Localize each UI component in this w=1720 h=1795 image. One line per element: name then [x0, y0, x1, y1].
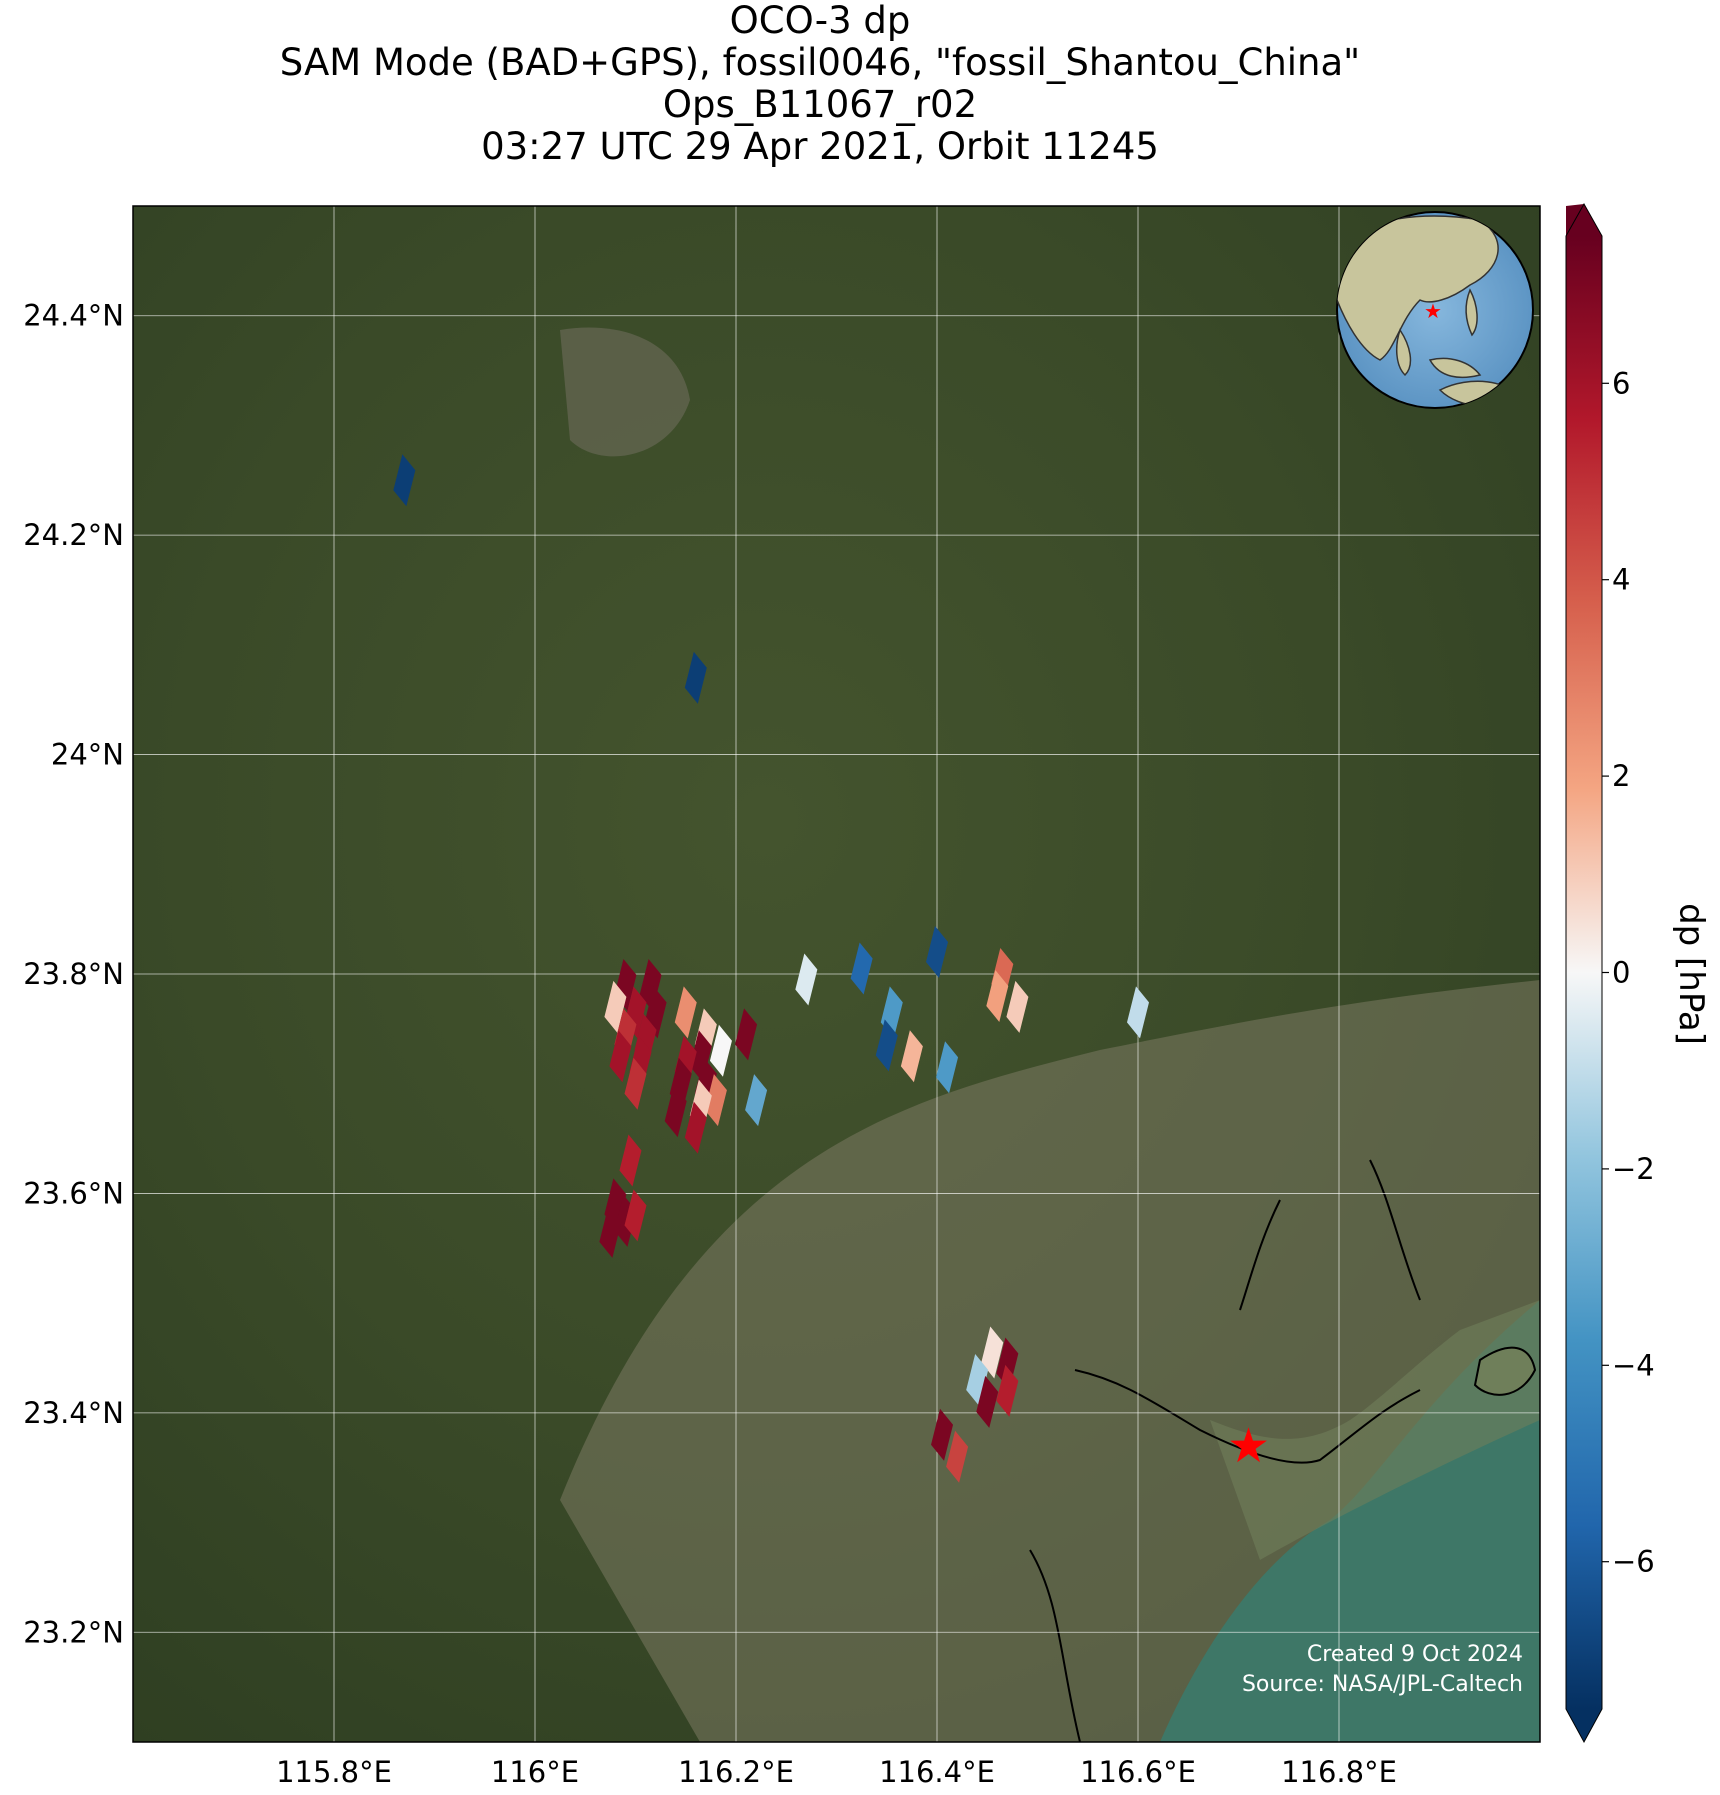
sounding-footprint: [936, 1041, 959, 1094]
sounding-footprint: [875, 1019, 898, 1072]
colorbar-extend-bottom: [1566, 1709, 1602, 1742]
sounding-footprint: [745, 1074, 768, 1127]
sounding-footprint: [1006, 980, 1029, 1033]
sounding-footprint: [709, 1024, 732, 1077]
soundings-layer: [393, 454, 1149, 1483]
colorbar-tick-label: −2: [1612, 1152, 1655, 1186]
sounding-footprint: [1127, 986, 1149, 1039]
sounding-footprint: [689, 1030, 712, 1083]
sounding-footprint: [624, 1057, 647, 1110]
title-line-3: Ops_B11067_r02: [662, 83, 978, 126]
urban-area: [560, 327, 690, 457]
coastline: [1074, 1369, 1421, 1464]
sounding-footprint: [704, 1074, 727, 1127]
sounding-footprint: [624, 1189, 647, 1242]
estuary-area: [1210, 1300, 1540, 1560]
sounding-footprint: [900, 1030, 923, 1083]
lon-tick-label: 116.4°E: [879, 1755, 995, 1789]
lon-tick-label: 115.8°E: [276, 1755, 392, 1789]
sounding-footprint: [674, 986, 697, 1039]
river-bank-east: [1369, 1159, 1421, 1301]
colorbar-tick-label: 2: [1612, 759, 1630, 793]
sounding-footprint: [604, 980, 627, 1033]
sounding-footprint: [966, 1353, 989, 1406]
lat-tick-label: 24°N: [51, 738, 124, 772]
lon-tick-label: 116°E: [491, 1755, 579, 1789]
colorbar: 6 4 2 0 −2 −4 −6 dp [hPa]: [1565, 202, 1711, 1744]
globe-philippines: [1465, 288, 1478, 337]
sounding-footprint: [986, 969, 1009, 1022]
lon-tick-label: 116.2°E: [678, 1755, 794, 1789]
sounding-footprint: [599, 1205, 622, 1258]
title-line-2: SAM Mode (BAD+GPS), fossil0046, "fossil_…: [279, 41, 1361, 84]
lat-axis: 24.4°N 24.2°N 24°N 23.8°N 23.6°N 23.4°N 23.2°N: [23, 299, 124, 1650]
sounding-footprint: [850, 942, 873, 995]
sounding-footprint: [393, 454, 416, 507]
lat-tick-label: 23.8°N: [23, 957, 124, 991]
sounding-footprint: [996, 1364, 1019, 1417]
sounding-footprint: [976, 1375, 999, 1428]
globe-indonesia: [1428, 357, 1482, 379]
sounding-footprint: [946, 1430, 969, 1483]
sounding-footprint: [639, 958, 662, 1011]
globe-peninsula: [1395, 328, 1412, 377]
colorbar-label: dp [hPa]: [1671, 903, 1711, 1045]
lat-tick-label: 24.4°N: [23, 299, 124, 333]
sounding-footprint: [735, 1008, 758, 1061]
colorbar-tick-label: −4: [1612, 1348, 1655, 1382]
river-bank: [1239, 1199, 1281, 1311]
coastline-west: [1029, 1549, 1081, 1742]
sounding-footprint: [664, 1085, 687, 1138]
figure-title: OCO-3 dp SAM Mode (BAD+GPS), fossil0046,…: [0, 0, 1640, 168]
title-line-1: OCO-3 dp: [729, 0, 911, 42]
island: [1473, 1346, 1537, 1396]
lat-tick-label: 23.4°N: [23, 1396, 124, 1430]
colorbar-tick-label: −6: [1612, 1545, 1655, 1579]
lat-tick-label: 24.2°N: [23, 518, 124, 552]
sounding-footprint: [996, 1337, 1019, 1390]
colorbar-extend-top: [1566, 204, 1602, 236]
lon-tick-label: 116.6°E: [1080, 1755, 1196, 1789]
sounding-footprint: [981, 1326, 1004, 1379]
colorbar-gradient: [1566, 236, 1602, 1709]
sounding-footprint: [684, 651, 707, 704]
title-line-4: 03:27 UTC 29 Apr 2021, Orbit 11245: [481, 125, 1159, 168]
colorbar-outline: [1565, 202, 1603, 1744]
grid: [133, 206, 1540, 1742]
credit-created: Created 9 Oct 2024: [1307, 1642, 1523, 1667]
map-frame: [132, 205, 1541, 1743]
target-layer: ★: [1227, 1418, 1270, 1474]
sounding-footprint: [795, 953, 818, 1006]
lat-tick-label: 23.2°N: [23, 1615, 124, 1649]
colorbar-tick-label: 6: [1612, 366, 1630, 400]
target-star-icon: ★: [1227, 1418, 1270, 1474]
lon-tick-label: 116.8°E: [1281, 1755, 1397, 1789]
globe-star-icon: ★: [1424, 299, 1442, 323]
credit-source: Source: NASA/JPL-Caltech: [1242, 1672, 1523, 1697]
sounding-footprint: [931, 1408, 954, 1461]
colorbar-ticks: 6 4 2 0 −2 −4 −6: [1602, 366, 1655, 1579]
globe-asia: [1337, 215, 1499, 361]
inset-globe: ★: [1336, 211, 1534, 409]
map-area[interactable]: ★ Created 9 Oct 2024 Source: NASA/JPL-Ca…: [133, 206, 1540, 1742]
sounding-footprint: [619, 1134, 642, 1187]
lon-axis: 115.8°E 116°E 116.2°E 116.4°E 116.6°E 116.8°E: [276, 1755, 1397, 1789]
sounding-footprint: [926, 926, 948, 979]
sounding-footprint: [609, 1030, 632, 1083]
colorbar-tick-label: 0: [1612, 956, 1630, 990]
colorbar-tick-label: 4: [1612, 563, 1630, 597]
lat-tick-label: 23.6°N: [23, 1176, 124, 1210]
sounding-footprint: [684, 1101, 707, 1154]
